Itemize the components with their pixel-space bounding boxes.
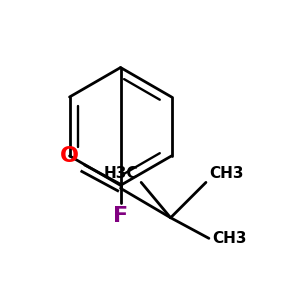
Text: CH3: CH3 bbox=[212, 231, 246, 246]
Text: F: F bbox=[113, 206, 128, 226]
Text: CH3: CH3 bbox=[209, 166, 243, 181]
Text: O: O bbox=[60, 146, 79, 166]
Text: H3C: H3C bbox=[104, 166, 138, 181]
